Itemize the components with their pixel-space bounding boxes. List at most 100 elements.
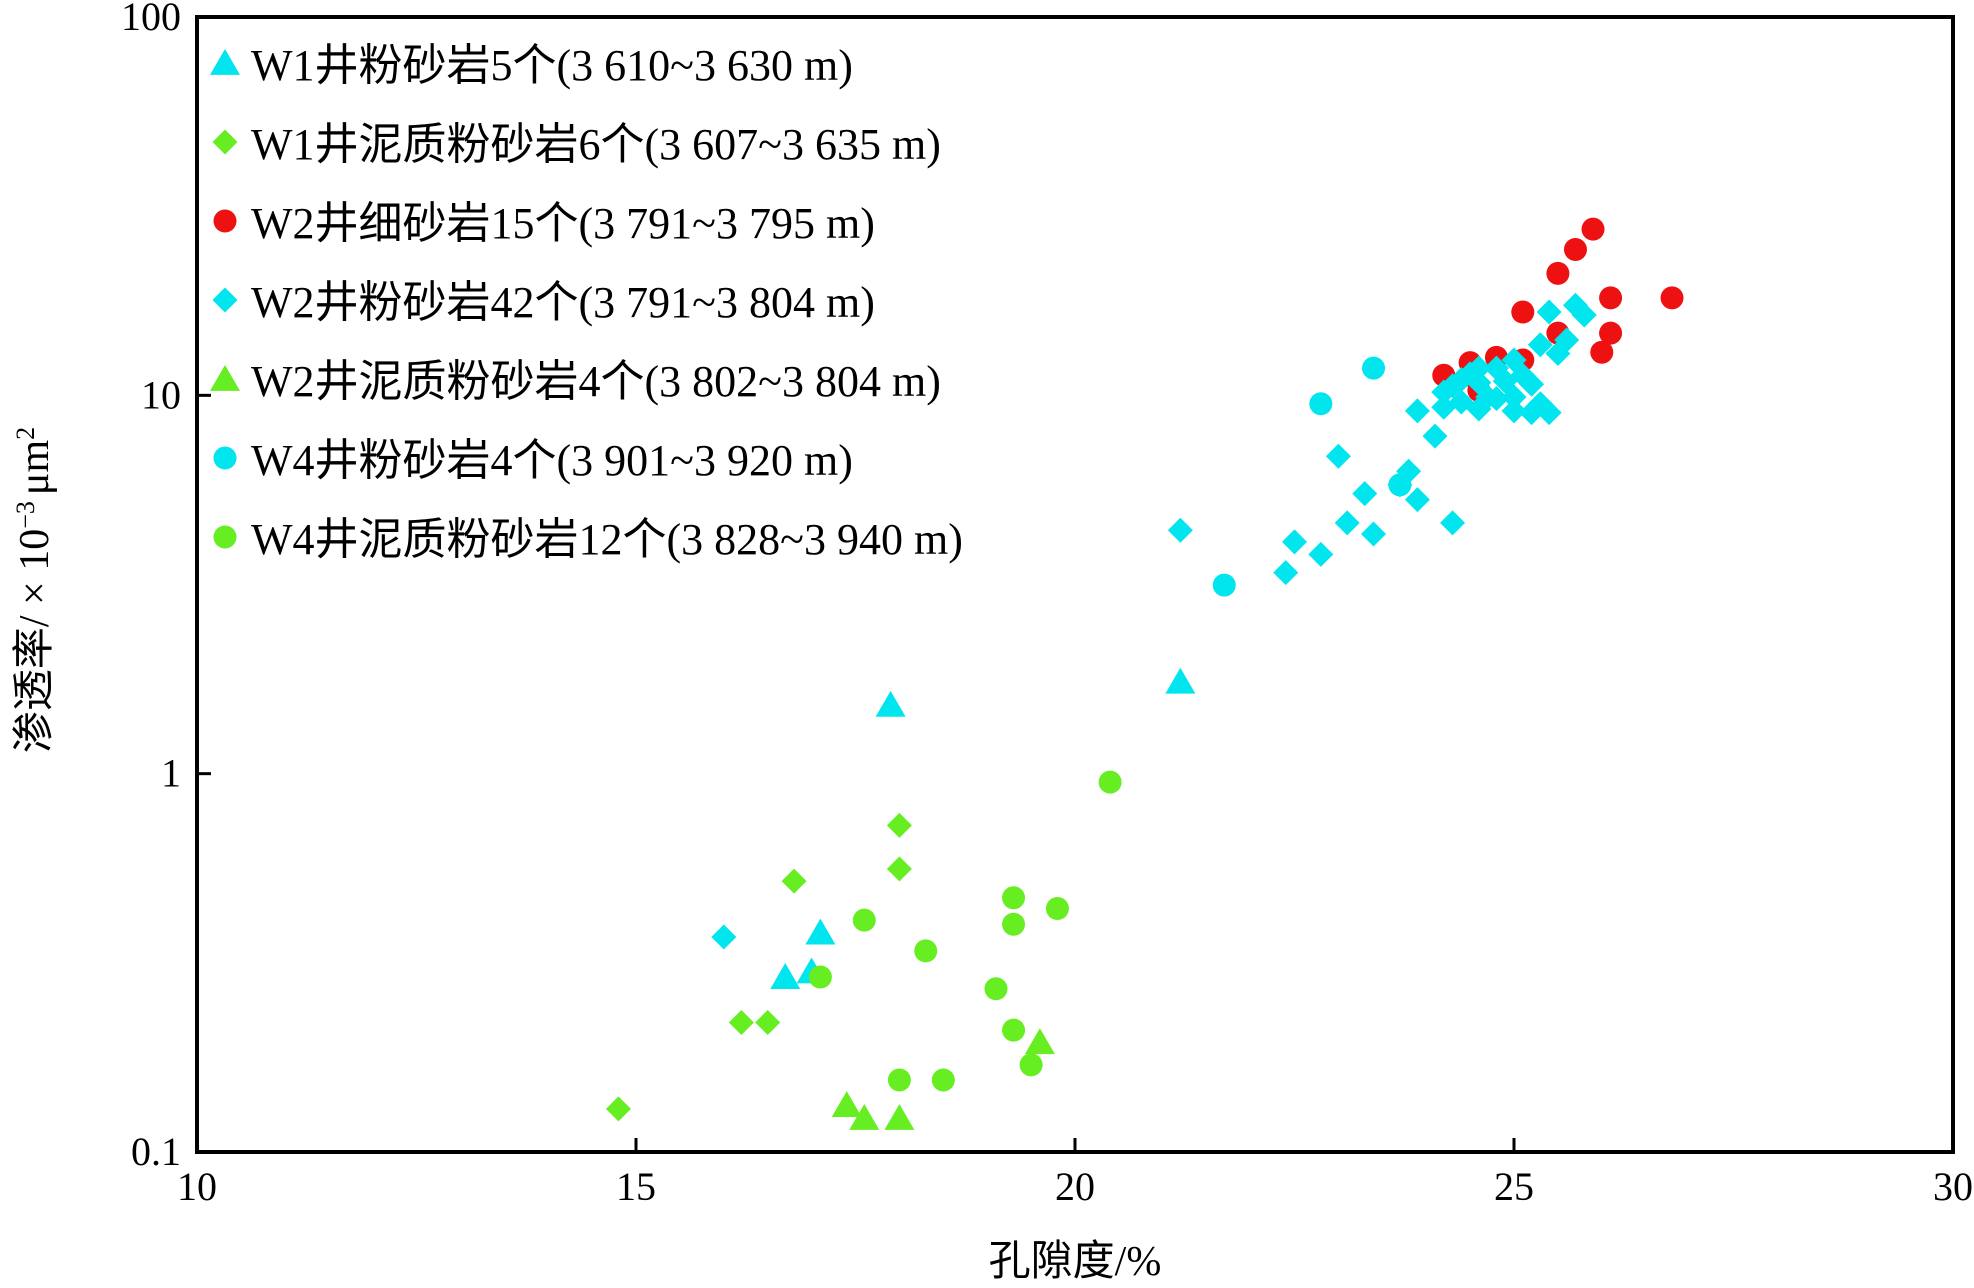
y-axis-title: 渗透率/ × 10−3 μm2: [11, 427, 58, 753]
series-4-point: [1431, 394, 1457, 420]
x-tick-label: 30: [1933, 1164, 1973, 1209]
series-4-point: [1431, 379, 1457, 405]
series-3-point: [1581, 217, 1605, 241]
series-1-point: [805, 918, 836, 945]
series-7-point: [852, 908, 876, 932]
legend-label: W4井粉砂岩4个(3 901~3 920 m): [251, 436, 853, 485]
series-4-point: [1334, 510, 1360, 536]
series-2-point: [781, 868, 807, 894]
legend-marker: [212, 129, 238, 155]
series-3-point: [1660, 286, 1684, 310]
series-4-point: [711, 924, 737, 950]
series-6-point: [1212, 573, 1236, 597]
series-4-point: [1282, 529, 1307, 555]
series-2-point: [886, 812, 912, 838]
legend-item: W2井细砂岩15个(3 791~3 795 m): [213, 199, 875, 248]
legend-marker: [213, 209, 237, 233]
series-4-point: [1361, 521, 1387, 547]
series-7-points: [808, 770, 1122, 1092]
series-4-points: [711, 292, 1597, 950]
series-4-point: [1519, 371, 1545, 397]
legend-item: W1井泥质粉砂岩6个(3 607~3 635 m): [212, 120, 941, 169]
x-axis-title: 孔隙度/%: [989, 1239, 1162, 1285]
series-2-point: [886, 856, 912, 882]
legend-item: W2井粉砂岩42个(3 791~3 804 m): [212, 278, 875, 327]
series-4-point: [1571, 302, 1597, 328]
legend-marker: [210, 365, 240, 391]
legend-item: W4井粉砂岩4个(3 901~3 920 m): [213, 436, 853, 485]
series-4-point: [1325, 443, 1351, 469]
series-4-point: [1483, 386, 1509, 412]
x-tick-label: 15: [616, 1164, 656, 1209]
series-3-point: [1599, 321, 1623, 345]
y-axis-title-main: 渗透率/ × 10: [11, 529, 58, 753]
series-6-point: [1362, 356, 1386, 380]
series-4-point: [1501, 384, 1527, 410]
series-2-points: [605, 812, 912, 1122]
legend: W1井粉砂岩5个(3 610~3 630 m) W1井泥质粉砂岩6个(3 607~…: [210, 41, 963, 564]
series-4-point: [1536, 299, 1562, 325]
series-4-point: [1422, 423, 1448, 449]
y-axis-title-exponent: −3: [11, 501, 40, 529]
legend-marker: [213, 525, 237, 549]
series-1-point: [875, 690, 906, 717]
series-2-point: [755, 1009, 781, 1035]
series-4-point: [1536, 400, 1562, 426]
series-4-point: [1545, 340, 1571, 366]
legend-item: W4井泥质粉砂岩12个(3 828~3 940 m): [213, 515, 963, 564]
x-tick-label: 10: [177, 1164, 217, 1209]
y-tick-label: 10: [141, 372, 181, 417]
series-5-point: [831, 1091, 862, 1118]
series-7-point: [914, 939, 938, 963]
series-7-point: [1045, 897, 1069, 921]
series-7-point: [984, 977, 1008, 1001]
legend-item: W2井泥质粉砂岩4个(3 802~3 804 m): [210, 357, 941, 406]
y-tick-label: 0.1: [131, 1129, 181, 1174]
series-6-point: [1388, 473, 1412, 497]
axis-ticks: 10 15 20 25 30 0.1 1 10 100: [121, 0, 1973, 1209]
series-7-point: [1002, 1018, 1026, 1042]
series-4-point: [1273, 560, 1299, 586]
series-7-point: [1019, 1053, 1043, 1077]
series-6-point: [1309, 392, 1333, 416]
series-5-point: [1024, 1028, 1055, 1055]
legend-label: W2井泥质粉砂岩4个(3 802~3 804 m): [251, 357, 941, 406]
series-3-point: [1599, 286, 1623, 310]
series-1-point: [770, 963, 801, 989]
series-5-point: [849, 1103, 880, 1130]
series-4-point: [1527, 332, 1553, 358]
legend-label: W1井粉砂岩5个(3 610~3 630 m): [251, 41, 853, 90]
series-7-point: [1098, 770, 1122, 794]
legend-label: W2井细砂岩15个(3 791~3 795 m): [251, 199, 875, 248]
y-axis-title-unit-exponent: 2: [11, 427, 40, 440]
series-4-point: [1466, 396, 1492, 422]
y-tick-label: 1: [161, 751, 181, 796]
legend-marker: [210, 49, 240, 75]
series-2-point: [605, 1096, 631, 1122]
y-axis-title-unit: μm: [12, 440, 58, 496]
series-3-point: [1563, 237, 1587, 261]
series-4-point: [1352, 481, 1378, 507]
legend-label: W4井泥质粉砂岩12个(3 828~3 940 m): [251, 515, 963, 564]
series-7-point: [1002, 912, 1026, 936]
series-4-point: [1404, 487, 1430, 513]
series-7-point: [808, 965, 832, 989]
series-4-point: [1519, 400, 1545, 426]
series-7-point: [1002, 886, 1026, 910]
series-7-point: [887, 1068, 911, 1092]
legend-marker: [212, 287, 238, 313]
series-5-points: [831, 1028, 1055, 1130]
data-points: [605, 217, 1684, 1130]
series-3-point: [1590, 340, 1614, 364]
y-tick-label: 100: [121, 0, 181, 39]
x-tick-label: 25: [1494, 1164, 1534, 1209]
legend-label: W1井泥质粉砂岩6个(3 607~3 635 m): [251, 120, 941, 169]
legend-item: W1井粉砂岩5个(3 610~3 630 m): [210, 41, 853, 90]
series-4-point: [1167, 517, 1193, 543]
series-2-point: [728, 1009, 754, 1035]
series-6-points: [1212, 356, 1412, 597]
series-1-point: [1165, 667, 1196, 694]
legend-marker: [213, 446, 237, 470]
